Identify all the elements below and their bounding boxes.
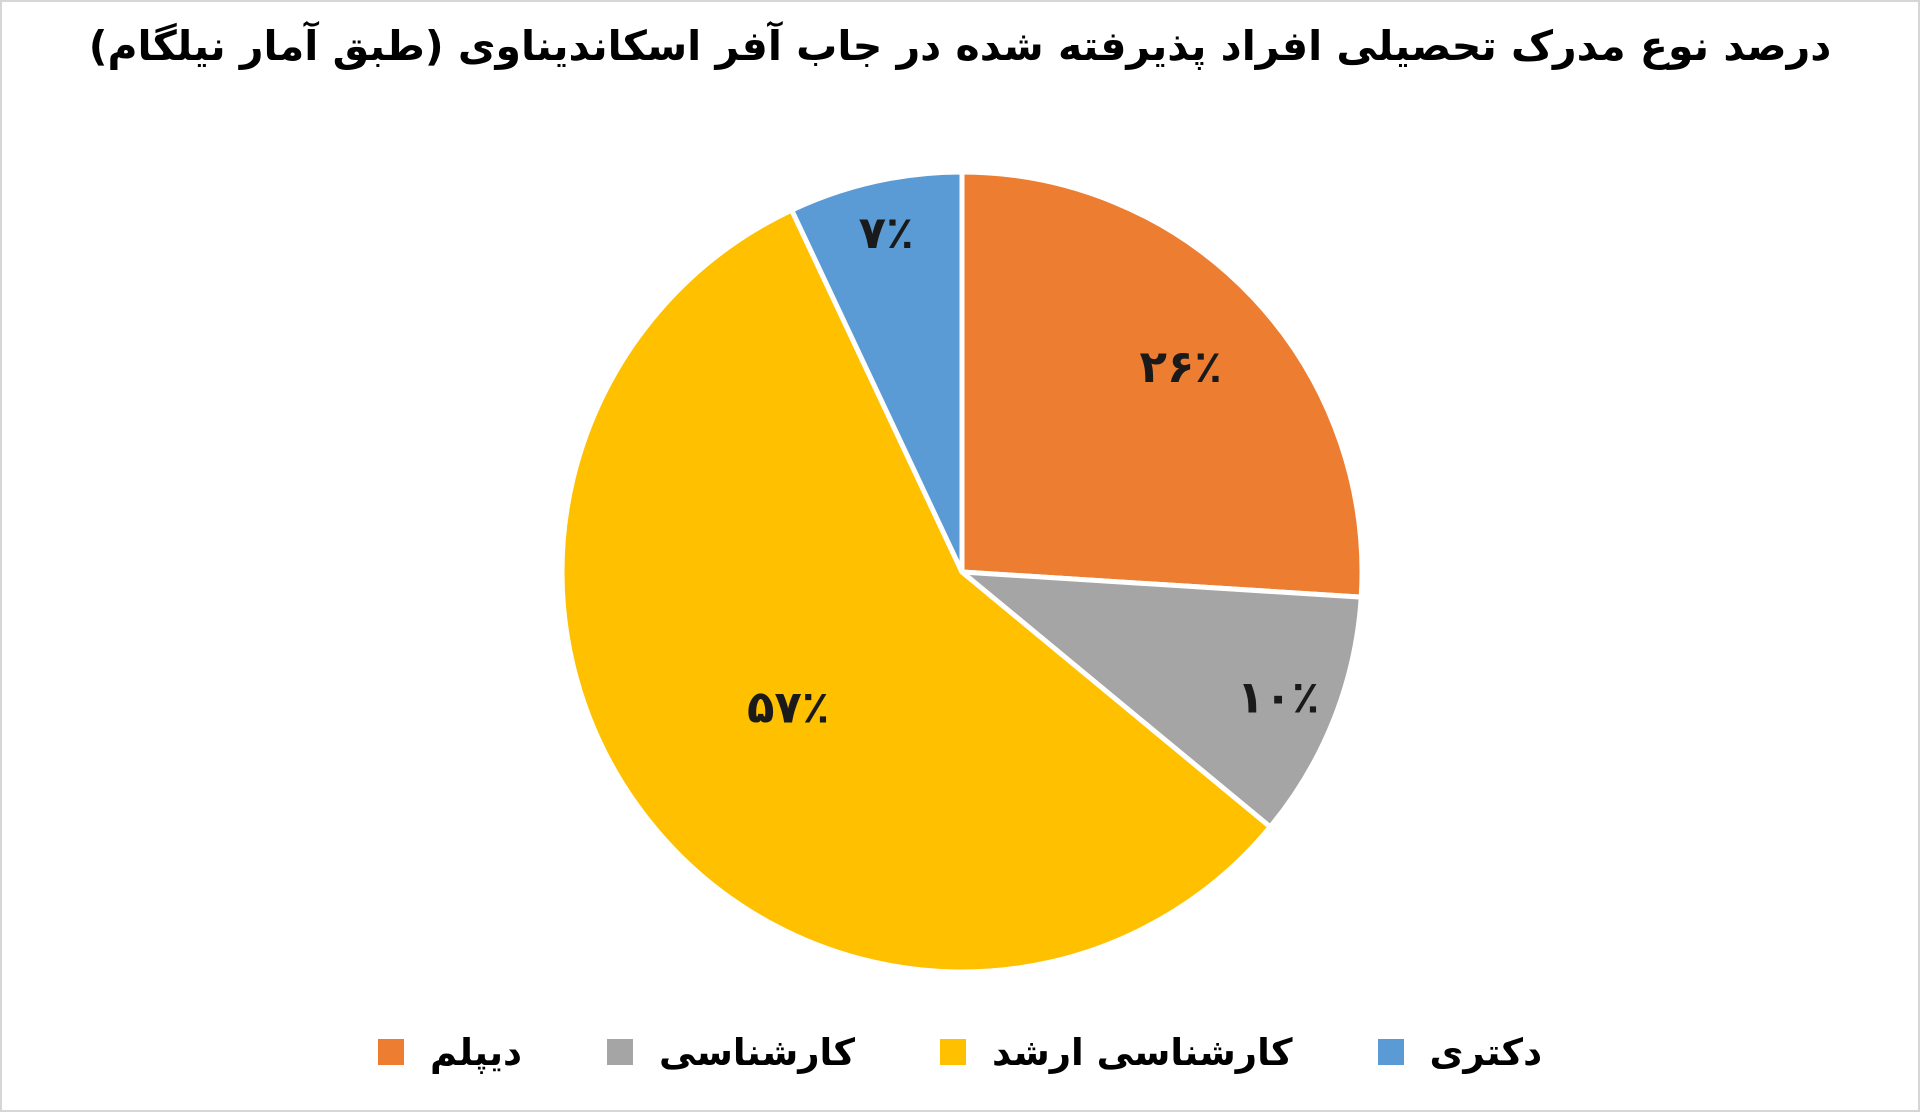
pie-slice-0 (959, 169, 1365, 600)
legend-swatch-icon (1377, 1039, 1404, 1065)
pie-slice-1 (959, 569, 1364, 830)
legend-item-0: دیپلم (377, 1030, 523, 1074)
legend-swatch-icon (607, 1039, 634, 1065)
pie-slice-label-0: ۲۶٪ (1139, 340, 1221, 393)
legend-label: دیپلم (429, 1030, 523, 1074)
chart-title: درصد نوع مدرک تحصیلی افراد پذیرفته شده د… (88, 22, 1832, 70)
pie-slice-label-2: ۵۷٪ (747, 680, 829, 733)
legend-label: کارشناسی ارشد (991, 1030, 1293, 1074)
pie-slice-2 (559, 207, 1273, 975)
legend-label: کارشناسی (659, 1030, 855, 1074)
legend-label: دکتری (1429, 1030, 1543, 1074)
pie-slice-label-1: ۱۰٪ (1237, 671, 1319, 724)
legend-swatch-icon (939, 1039, 966, 1065)
chart-legend: دیپلم کارشناسی کارشناسی ارشد دکتری (2, 1014, 1918, 1090)
pie-slice-label-3: ۷٪ (859, 206, 914, 259)
legend-item-3: دکتری (1377, 1030, 1543, 1074)
pie-slice-3 (789, 169, 965, 575)
legend-item-1: کارشناسی (607, 1031, 855, 1074)
legend-swatch-icon (377, 1039, 404, 1065)
legend-item-2: کارشناسی ارشد (939, 1030, 1293, 1074)
